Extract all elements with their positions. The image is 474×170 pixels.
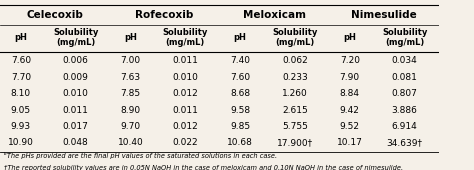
Text: 0.009: 0.009 [63,73,89,82]
Text: 0.012: 0.012 [173,89,198,98]
Text: ᵇThe pHs provided are the final pH values of the saturated solutions in each cas: ᵇThe pHs provided are the final pH value… [4,152,277,159]
Text: 9.42: 9.42 [340,106,360,115]
Text: pH: pH [343,33,356,42]
Text: 0.081: 0.081 [392,73,418,82]
Text: Solubility
(mg/mL): Solubility (mg/mL) [272,28,318,47]
Text: 34.639†: 34.639† [387,139,422,148]
Text: †The reported solubility values are in 0.05N NaOH in the case of meloxicam and 0: †The reported solubility values are in 0… [4,165,403,170]
Text: 0.012: 0.012 [173,122,198,131]
Text: 9.70: 9.70 [120,122,140,131]
Text: 0.010: 0.010 [173,73,198,82]
Text: 8.90: 8.90 [120,106,140,115]
Text: 9.58: 9.58 [230,106,250,115]
Text: 7.60: 7.60 [11,56,31,65]
Text: 0.011: 0.011 [173,56,198,65]
Text: 0.011: 0.011 [63,106,89,115]
Text: 0.010: 0.010 [63,89,89,98]
Text: 7.60: 7.60 [230,73,250,82]
Text: Solubility
(mg/mL): Solubility (mg/mL) [163,28,208,47]
Text: Meloxicam: Meloxicam [243,10,306,20]
Text: 0.034: 0.034 [392,56,418,65]
Text: 8.84: 8.84 [340,89,360,98]
Text: 7.90: 7.90 [340,73,360,82]
Text: 10.90: 10.90 [8,139,34,148]
Text: 7.70: 7.70 [11,73,31,82]
Text: 10.40: 10.40 [118,139,143,148]
Text: 6.914: 6.914 [392,122,418,131]
Text: pH: pH [14,33,27,42]
Text: 7.40: 7.40 [230,56,250,65]
Text: Solubility
(mg/mL): Solubility (mg/mL) [53,28,98,47]
Text: 0.011: 0.011 [173,106,198,115]
Text: 10.68: 10.68 [227,139,253,148]
Text: Rofecoxib: Rofecoxib [135,10,194,20]
Text: 17.900†: 17.900† [277,139,313,148]
Text: Celecoxib: Celecoxib [27,10,83,20]
Text: 7.00: 7.00 [120,56,140,65]
Text: Solubility
(mg/mL): Solubility (mg/mL) [382,28,427,47]
Text: 9.93: 9.93 [11,122,31,131]
Text: 8.10: 8.10 [11,89,31,98]
Text: 9.05: 9.05 [11,106,31,115]
Text: 7.85: 7.85 [120,89,140,98]
Text: 7.63: 7.63 [120,73,140,82]
Text: pH: pH [124,33,137,42]
Text: 9.85: 9.85 [230,122,250,131]
Text: 8.68: 8.68 [230,89,250,98]
Text: 10.17: 10.17 [337,139,363,148]
Text: 5.755: 5.755 [282,122,308,131]
Text: 0.807: 0.807 [392,89,418,98]
Text: 0.006: 0.006 [63,56,89,65]
Text: 0.022: 0.022 [173,139,198,148]
Text: 0.233: 0.233 [282,73,308,82]
Text: Nimesulide: Nimesulide [351,10,417,20]
Text: 1.260: 1.260 [282,89,308,98]
Text: 9.52: 9.52 [340,122,360,131]
Text: 0.017: 0.017 [63,122,89,131]
Text: 2.615: 2.615 [282,106,308,115]
Text: 0.048: 0.048 [63,139,89,148]
Text: 0.062: 0.062 [282,56,308,65]
Text: 7.20: 7.20 [340,56,360,65]
Text: 3.886: 3.886 [392,106,418,115]
Text: pH: pH [234,33,246,42]
